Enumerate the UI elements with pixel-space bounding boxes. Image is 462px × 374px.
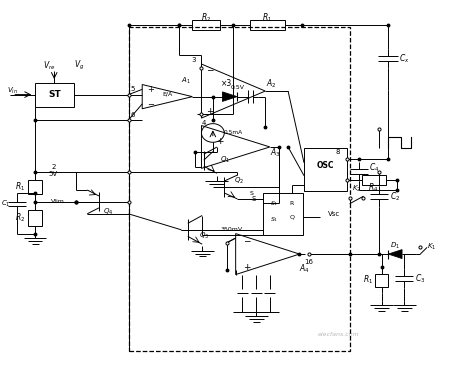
Text: $R_4$: $R_4$ (368, 181, 379, 194)
Bar (304, 148, 347, 191)
Text: −: − (147, 100, 154, 109)
Text: 16: 16 (304, 259, 313, 265)
Text: $C_4$: $C_4$ (369, 162, 379, 174)
Bar (28, 210, 42, 226)
Text: Vlim: Vlim (51, 199, 65, 205)
Text: $R_1$: $R_1$ (363, 274, 373, 286)
Text: 6: 6 (131, 112, 135, 118)
Text: 4: 4 (201, 120, 206, 126)
Text: 2: 2 (51, 163, 55, 169)
Text: 5V: 5V (49, 171, 58, 177)
Text: $C_2$: $C_2$ (390, 190, 400, 203)
Text: −: − (243, 236, 251, 245)
Text: elecfans.com: elecfans.com (317, 332, 359, 337)
Text: $R_2$: $R_2$ (15, 211, 25, 224)
Text: 8: 8 (336, 149, 340, 155)
Text: $R_1$: $R_1$ (15, 181, 25, 193)
Text: −: − (206, 65, 213, 74)
Text: OSC: OSC (317, 161, 334, 170)
Text: $Q_2$: $Q_2$ (234, 176, 244, 186)
Text: $V_g$: $V_g$ (74, 59, 85, 73)
Bar (28, 180, 42, 194)
Text: Q: Q (289, 215, 294, 220)
Text: $V_{re}$: $V_{re}$ (43, 59, 56, 72)
Bar (375, 274, 389, 287)
Text: +: + (147, 85, 154, 94)
Bar (362, 175, 385, 185)
Text: $A_3$: $A_3$ (270, 146, 280, 159)
Text: 350mV: 350mV (220, 227, 242, 232)
Polygon shape (222, 92, 237, 101)
Bar (128, 27, 350, 351)
Bar (35, 83, 74, 107)
Text: 3: 3 (191, 56, 195, 62)
Text: 0.5mA: 0.5mA (224, 131, 243, 135)
Text: 5: 5 (131, 86, 135, 92)
Text: $Q_1$: $Q_1$ (220, 155, 230, 165)
Bar (192, 20, 220, 30)
Text: $C_1$: $C_1$ (1, 199, 10, 209)
Text: +: + (243, 263, 251, 272)
Text: $C_3$: $C_3$ (415, 272, 426, 285)
Text: $D_1$: $D_1$ (390, 241, 400, 251)
Text: R: R (290, 201, 294, 206)
Text: $K_2$: $K_2$ (352, 184, 361, 194)
Polygon shape (389, 249, 402, 258)
Text: ×3: ×3 (221, 79, 232, 88)
Text: $A_2$: $A_2$ (266, 77, 276, 90)
Bar (263, 193, 303, 236)
Text: +: + (216, 137, 224, 146)
Text: 0.5V: 0.5V (231, 85, 245, 90)
Text: $S_1$: $S_1$ (270, 215, 279, 224)
Text: $A_4$: $A_4$ (299, 263, 310, 275)
Text: $R_1$: $R_1$ (262, 12, 273, 24)
Text: $K_1$: $K_1$ (427, 242, 436, 252)
Text: S: S (252, 196, 256, 202)
Text: $C_x$: $C_x$ (399, 52, 410, 65)
Text: +: + (206, 107, 213, 116)
Text: ST: ST (48, 90, 61, 99)
Text: $Q_3$: $Q_3$ (199, 231, 209, 242)
Text: $S_1$: $S_1$ (270, 199, 279, 208)
Text: $V_{in}$: $V_{in}$ (7, 86, 18, 96)
Text: S: S (249, 191, 254, 196)
Bar (250, 20, 285, 30)
Text: Vsc: Vsc (328, 211, 340, 217)
Text: $Q_4$: $Q_4$ (103, 206, 113, 217)
Text: E/A: E/A (162, 91, 172, 96)
Text: $R_2$: $R_2$ (201, 12, 211, 24)
Text: $A_1$: $A_1$ (181, 76, 190, 86)
